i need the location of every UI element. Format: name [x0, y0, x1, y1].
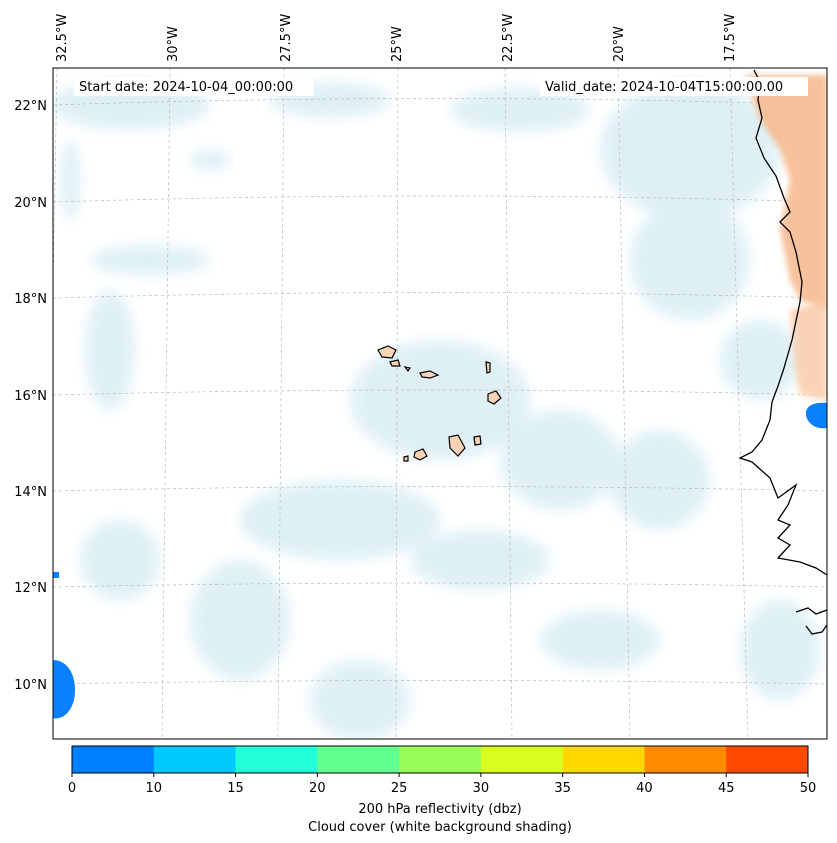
- lat-label: 12°N: [14, 581, 47, 596]
- colorbar-frame: [71, 745, 809, 774]
- colorbar: 0 10 15 20 25 30 35 40 45 50 200 hPa reflectivity…: [68, 745, 816, 835]
- islands: [377, 345, 502, 462]
- island-santo-antao: [377, 345, 397, 359]
- colorbar-swatch: [317, 746, 400, 773]
- valid-date-label: Valid_date: 2024-10-04T15:00:00.00: [545, 80, 783, 95]
- lon-label: 25°W: [390, 26, 405, 62]
- colorbar-tick-label: 20: [309, 781, 326, 796]
- start-date-box: Start date: 2024-10-04_00:00:00: [74, 77, 314, 96]
- colorbar-tick-label: 35: [554, 781, 571, 796]
- lat-label: 22°N: [14, 99, 47, 114]
- colorbar-swatch: [644, 746, 727, 773]
- lat-label: 18°N: [14, 292, 47, 307]
- lat-label: 16°N: [14, 389, 47, 404]
- island-sao-vicente: [389, 359, 401, 367]
- colorbar-swatch: [235, 746, 318, 773]
- lon-labels: 32.5°W 30°W 27.5°W 25°W 22.5°W 20°W 17.5…: [55, 14, 738, 62]
- graticule: [53, 68, 827, 739]
- map-panel: Start date: 2024-10-04_00:00:00 Valid_da…: [52, 67, 828, 740]
- colorbar-tick-label: 25: [391, 781, 408, 796]
- lon-label: 20°W: [612, 26, 627, 62]
- colorbar-swatch: [72, 746, 155, 773]
- island-santa-luzia: [403, 366, 411, 373]
- island-sal: [485, 361, 491, 374]
- lat-label: 10°N: [14, 678, 47, 693]
- coastline: [738, 69, 827, 635]
- colorbar-ticks: 0 10 15 20 25 30 35 40 45 50: [68, 773, 816, 796]
- map-frame: [52, 67, 828, 740]
- lon-label: 22.5°W: [501, 14, 516, 62]
- reflectivity-land: [745, 75, 827, 400]
- lat-labels: 22°N 20°N 18°N 16°N 14°N 12°N 10°N: [14, 99, 47, 693]
- lon-label: 17.5°W: [723, 14, 738, 62]
- colorbar-swatch: [399, 746, 482, 773]
- lon-label: 27.5°W: [279, 14, 294, 62]
- colorbar-tick-label: 50: [800, 781, 817, 796]
- valid-date-box: Valid_date: 2024-10-04T15:00:00.00: [540, 77, 808, 96]
- colorbar-swatch: [153, 746, 237, 773]
- lon-label: 30°W: [166, 26, 181, 62]
- island-brava: [403, 455, 409, 462]
- colorbar-tick-label: 10: [146, 781, 163, 796]
- lon-label: 32.5°W: [55, 14, 70, 62]
- start-date-label: Start date: 2024-10-04_00:00:00: [79, 80, 293, 95]
- colorbar-tick-label: 0: [68, 781, 76, 796]
- island-sao-nicolau: [419, 370, 440, 379]
- lat-label: 20°N: [14, 196, 47, 211]
- colorbar-tick-label: 15: [227, 781, 244, 796]
- colorbar-tick-label: 45: [718, 781, 735, 796]
- colorbar-sublabel: Cloud cover (white background shading): [308, 820, 572, 835]
- island-santiago: [448, 434, 466, 457]
- island-fogo: [413, 448, 428, 461]
- island-maio: [473, 435, 482, 446]
- colorbar-tick-label: 30: [473, 781, 490, 796]
- lat-label: 14°N: [14, 485, 47, 500]
- colorbar-swatch: [726, 746, 809, 773]
- colorbar-label: 200 hPa reflectivity (dbz): [358, 802, 521, 817]
- colorbar-swatches: [72, 746, 809, 773]
- colorbar-swatch: [480, 746, 564, 773]
- colorbar-tick-label: 40: [636, 781, 653, 796]
- colorbar-swatch: [562, 746, 645, 773]
- reflectivity-spots: [53, 402, 827, 719]
- island-boa-vista: [487, 390, 502, 405]
